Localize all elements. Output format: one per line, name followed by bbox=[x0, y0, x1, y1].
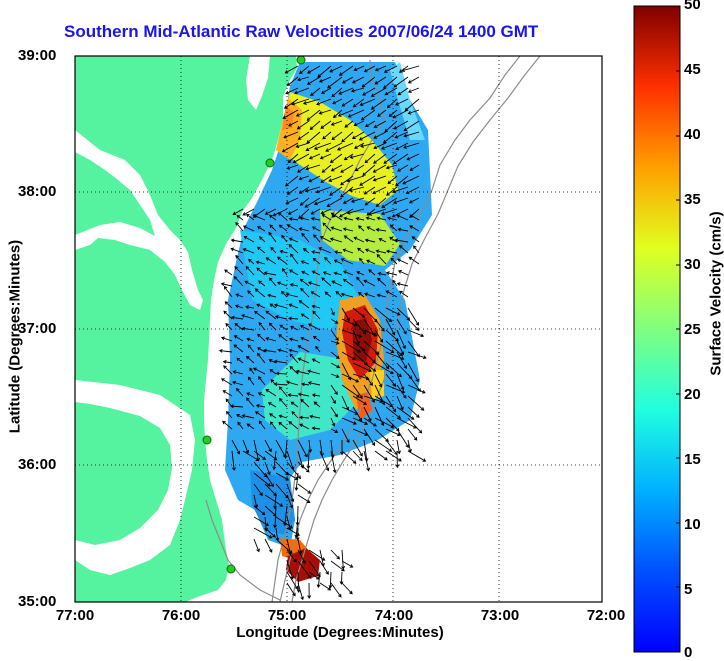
colorbar bbox=[634, 6, 680, 652]
radar-station-marker bbox=[297, 56, 305, 64]
radar-station-marker bbox=[227, 565, 235, 573]
radar-station-marker bbox=[203, 436, 211, 444]
radar-station-marker bbox=[266, 159, 274, 167]
